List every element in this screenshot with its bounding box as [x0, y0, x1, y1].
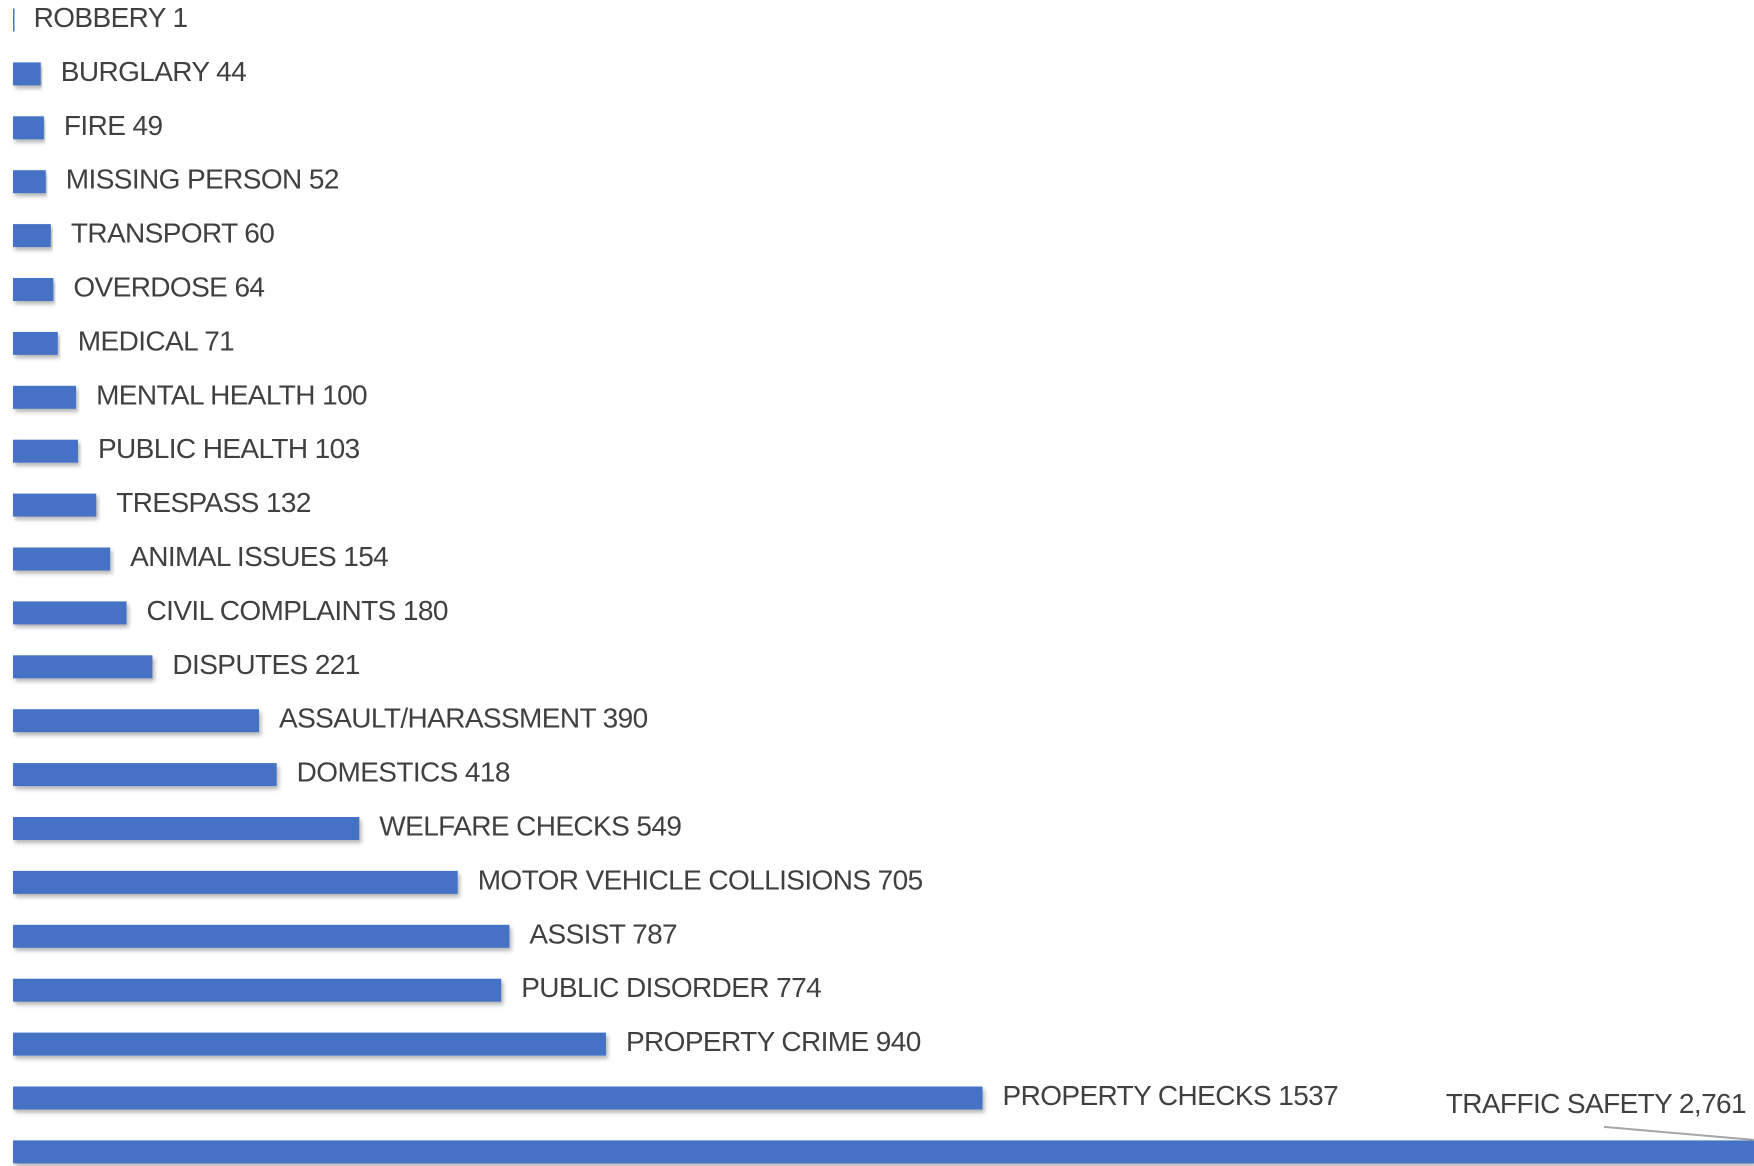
value-label: 100: [322, 380, 367, 411]
data-label: DISPUTES 221: [172, 649, 359, 680]
data-label: PUBLIC HEALTH 103: [98, 434, 360, 465]
data-label: ANIMAL ISSUES 154: [130, 541, 388, 572]
category-label: ROBBERY: [34, 2, 167, 33]
category-label: CIVIL COMPLAINTS: [147, 595, 396, 626]
value-label: 180: [403, 595, 448, 626]
data-label: DOMESTICS 418: [297, 757, 510, 788]
value-label: 154: [343, 541, 388, 572]
bar: [13, 224, 51, 248]
value-label: 418: [465, 757, 510, 788]
category-label: FIRE: [64, 110, 125, 141]
data-label: ROBBERY 1: [34, 2, 188, 33]
category-label: PUBLIC HEALTH: [98, 434, 308, 465]
value-label: 71: [204, 326, 234, 357]
category-label: TRESPASS: [116, 487, 259, 518]
data-label: MOTOR VEHICLE COLLISIONS 705: [478, 865, 923, 896]
value-label: 103: [315, 434, 360, 465]
bar: [13, 709, 260, 733]
data-label: BURGLARY 44: [61, 56, 246, 87]
category-label: MEDICAL: [78, 326, 198, 357]
bar: [13, 62, 41, 86]
category-label: TRANSPORT: [71, 218, 238, 249]
value-label: 1537: [1278, 1080, 1338, 1111]
value-label: 49: [132, 110, 162, 141]
data-label: PUBLIC DISORDER 774: [521, 973, 821, 1004]
category-label: WELFARE CHECKS: [379, 811, 629, 842]
bar: [13, 978, 502, 1002]
value-label: 2,761: [1679, 1088, 1746, 1119]
value-label: 787: [632, 919, 677, 950]
bar: [13, 8, 15, 32]
category-label: ANIMAL ISSUES: [130, 541, 336, 572]
value-label: 940: [876, 1026, 921, 1057]
category-label: MENTAL HEALTH: [96, 380, 315, 411]
bar: [13, 870, 458, 894]
bar: [13, 924, 510, 948]
data-label: OVERDOSE 64: [73, 272, 264, 303]
category-label: DOMESTICS: [297, 757, 458, 788]
bar: [13, 601, 127, 625]
value-label: 44: [216, 56, 246, 87]
category-label: MOTOR VEHICLE COLLISIONS: [478, 865, 871, 896]
bar: [13, 1140, 1754, 1164]
data-label: PROPERTY CHECKS 1537: [1003, 1080, 1339, 1111]
data-label: TRANSPORT 60: [71, 218, 274, 249]
bar: [13, 493, 97, 517]
data-label: PROPERTY CRIME 940: [626, 1026, 921, 1057]
bar: [13, 116, 44, 140]
data-label: MENTAL HEALTH 100: [96, 380, 367, 411]
category-label: MISSING PERSON: [66, 164, 302, 195]
category-label: ASSIST: [529, 919, 625, 950]
bar: [13, 170, 46, 194]
value-label: 221: [315, 649, 360, 680]
category-label: OVERDOSE: [73, 272, 227, 303]
category-label: TRAFFIC SAFETY: [1446, 1088, 1673, 1119]
data-label: MISSING PERSON 52: [66, 164, 339, 195]
bar: [13, 385, 77, 409]
data-label: ASSIST 787: [529, 919, 677, 950]
data-label: ASSAULT/HARASSMENT 390: [279, 703, 648, 734]
bar: [13, 763, 277, 787]
value-label: 705: [878, 865, 923, 896]
bar: [13, 278, 54, 301]
bar: [13, 331, 58, 355]
data-label: TRAFFIC SAFETY 2,761: [1446, 1088, 1746, 1119]
value-label: 60: [244, 218, 274, 249]
category-label: DISPUTES: [172, 649, 307, 680]
value-label: 549: [636, 811, 681, 842]
bar: [13, 655, 153, 679]
value-label: 132: [266, 487, 311, 518]
category-label: PROPERTY CRIME: [626, 1026, 869, 1057]
data-label: MEDICAL 71: [78, 326, 234, 357]
value-label: 390: [603, 703, 648, 734]
category-label: PROPERTY CHECKS: [1003, 1080, 1272, 1111]
data-label: FIRE 49: [64, 110, 163, 141]
bar: [13, 1032, 606, 1056]
data-label: TRESPASS 132: [116, 487, 311, 518]
value-label: 64: [234, 272, 264, 303]
value-label: 1: [173, 2, 188, 33]
category-label: ASSAULT/HARASSMENT: [279, 703, 596, 734]
bar: [13, 1086, 983, 1110]
leader-line: [1603, 1125, 1754, 1141]
bar: [13, 547, 111, 571]
bar: [13, 817, 360, 840]
value-label: 774: [776, 973, 821, 1004]
category-label: BURGLARY: [61, 56, 211, 87]
data-label: CIVIL COMPLAINTS 180: [147, 595, 448, 626]
data-label: WELFARE CHECKS 549: [379, 811, 681, 842]
category-label: PUBLIC DISORDER: [521, 973, 769, 1004]
bar: [13, 439, 78, 463]
value-label: 52: [309, 164, 339, 195]
